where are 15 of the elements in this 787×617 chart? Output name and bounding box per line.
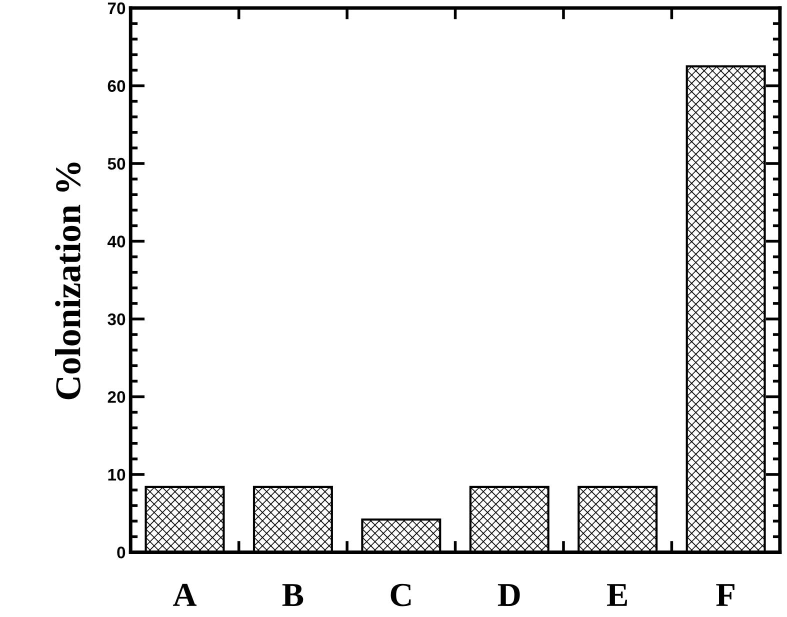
y-tick-label: 30 <box>108 313 126 326</box>
x-tick-label: A <box>173 584 197 606</box>
y-tick-label: 60 <box>108 80 126 92</box>
x-tick-label: E <box>607 584 628 606</box>
x-tick-label: B <box>282 584 304 606</box>
y-tick-label: 20 <box>108 391 126 403</box>
x-tick-label: F <box>716 584 734 606</box>
x-tick-label: D <box>498 584 520 606</box>
y-tick-label: 10 <box>108 468 126 481</box>
y-tick-label: 40 <box>107 236 126 248</box>
y-tick-label: 70 <box>108 2 126 14</box>
y-axis-title: Colonization % <box>55 162 81 400</box>
y-tick-label: 50 <box>108 158 126 170</box>
y-tick-label: 0 <box>117 546 126 558</box>
x-tick-label: C <box>390 584 411 606</box>
